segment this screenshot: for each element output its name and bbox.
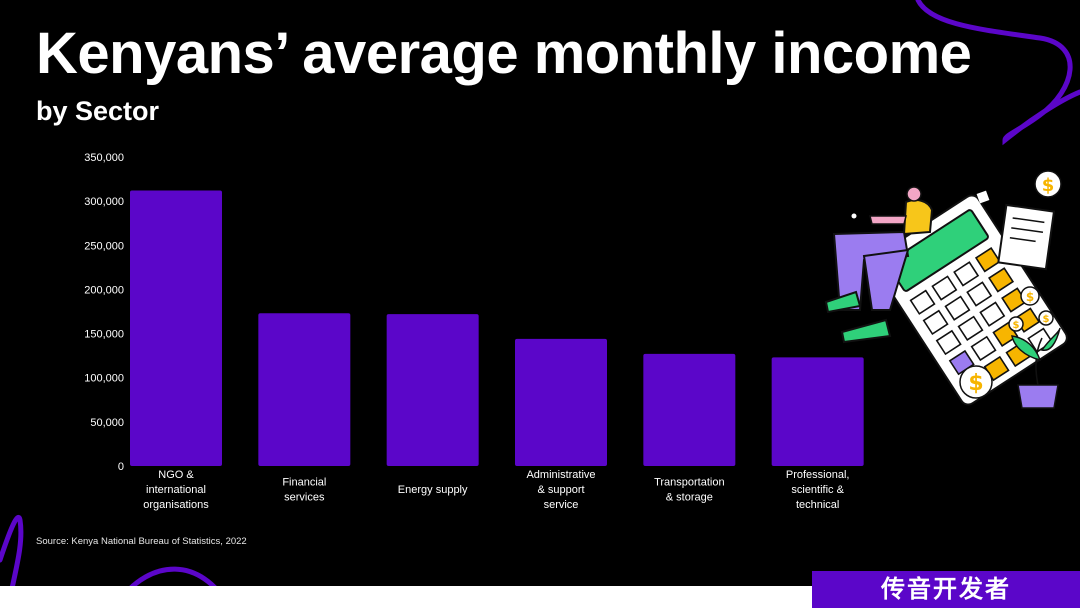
svg-text:$: $ bbox=[1013, 320, 1020, 331]
y-tick-label: 150,000 bbox=[84, 329, 124, 341]
watermark: 传音开发者 bbox=[812, 571, 1080, 608]
footer-band bbox=[0, 586, 812, 608]
bar bbox=[258, 313, 351, 466]
category-label: Professional, scientific & technical bbox=[786, 469, 850, 511]
svg-text:$: $ bbox=[1026, 290, 1034, 304]
y-tick-label: 0 bbox=[118, 461, 124, 473]
page-title: Kenyans’ average monthly income bbox=[36, 21, 972, 86]
person-graphic bbox=[824, 186, 934, 344]
bottom-left-swirl bbox=[0, 515, 24, 608]
category-label: NGO & international organisations bbox=[143, 469, 209, 511]
bar bbox=[386, 314, 479, 466]
category-label: Administrative & support service bbox=[526, 469, 595, 511]
bar bbox=[515, 338, 607, 466]
plant-graphic bbox=[1011, 327, 1061, 409]
bar bbox=[771, 357, 864, 466]
document-graphic bbox=[997, 203, 1056, 271]
svg-text:$: $ bbox=[1043, 314, 1050, 325]
category-label: Transportation & storage bbox=[654, 477, 725, 504]
svg-text:$: $ bbox=[1042, 175, 1055, 196]
y-tick-label: 250,000 bbox=[84, 240, 124, 252]
y-tick-label: 50,000 bbox=[90, 417, 124, 429]
category-label: Energy supply bbox=[398, 484, 468, 496]
category-label: Financial services bbox=[282, 477, 326, 504]
source-note: Source: Kenya National Bureau of Statist… bbox=[36, 536, 247, 547]
bar bbox=[130, 190, 222, 466]
y-tick-label: 300,000 bbox=[84, 196, 124, 208]
page-subtitle: by Sector bbox=[36, 96, 160, 126]
y-tick-label: 350,000 bbox=[84, 152, 124, 164]
y-tick-label: 200,000 bbox=[84, 284, 124, 296]
finance-illustration: $ $ $ $ $ bbox=[824, 170, 1068, 409]
bar bbox=[643, 353, 736, 466]
coin-icons: $ $ $ $ $ bbox=[959, 170, 1062, 399]
y-tick-label: 100,000 bbox=[84, 373, 124, 385]
top-right-swirl bbox=[915, 0, 1080, 146]
svg-text:$: $ bbox=[968, 371, 983, 396]
